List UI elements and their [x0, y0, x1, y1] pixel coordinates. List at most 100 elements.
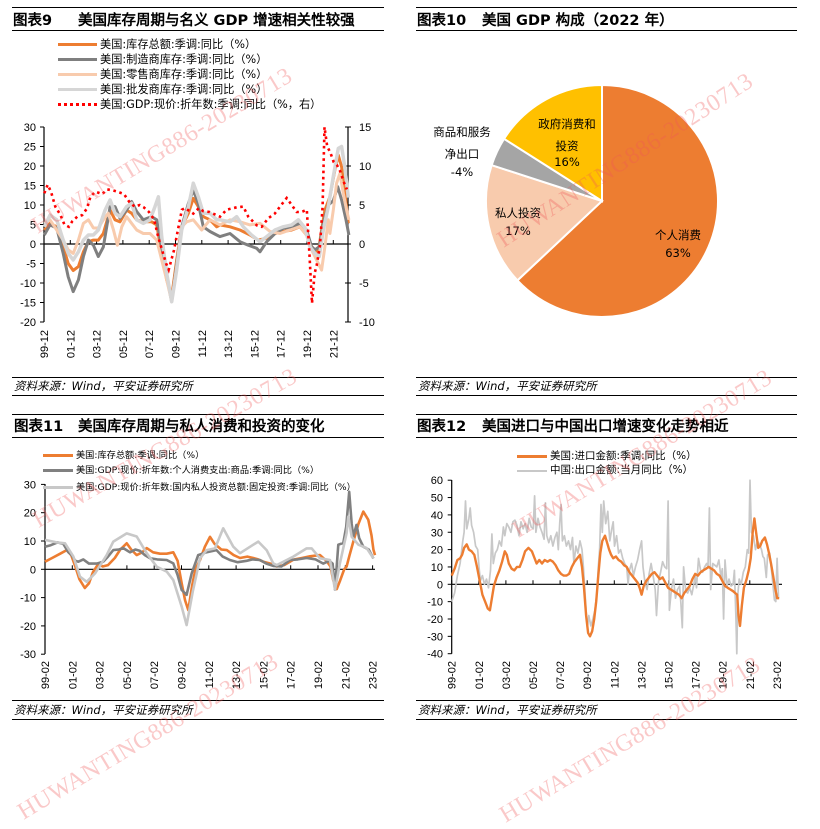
y-tick-label: 15 — [24, 181, 36, 193]
x-tick-label: 07-02 — [149, 661, 161, 689]
source-note: 资料来源：Wind，平安证券研究所 — [418, 703, 597, 717]
pie-slices — [485, 83, 719, 318]
title-rule-top — [416, 7, 797, 8]
legend-swatch — [517, 469, 547, 472]
y-tick-label: 40 — [431, 510, 443, 522]
legend-item-fixed-investment: 美国:GDP:现价:折年数:国内私人投资总额:固定投资:季调:同比（%） — [43, 481, 356, 494]
pie-label: 政府消费和 — [538, 117, 596, 131]
x-tick-label: 11-02 — [609, 661, 621, 688]
legend-label: 美国:GDP:现价:折年数:季调:同比（%，右） — [100, 98, 322, 111]
y-tick-label: -15 — [20, 298, 36, 310]
legend-item-nominal-gdp: 美国:GDP:现价:折年数:季调:同比（%，右） — [58, 98, 321, 111]
y-tick-label: 25 — [24, 142, 36, 154]
x-tick-label: 09-02 — [582, 661, 594, 689]
x-tick-label: 15-02 — [258, 661, 270, 689]
y-tick-label: -20 — [20, 621, 36, 633]
y-tick-label: -20 — [427, 614, 443, 626]
y-tick-label: 30 — [24, 122, 36, 134]
pie-value-label: -4% — [451, 165, 473, 179]
title-rule-top — [12, 414, 384, 415]
y-tick-label: -5 — [26, 259, 36, 271]
series-line-wholesale-inventory — [42, 144, 351, 304]
source-rule-top — [416, 700, 797, 701]
series-line-nominal-gdp — [43, 126, 349, 304]
legend-item-manufacturer-inventory: 美国:制造商库存:季调:同比（%） — [58, 53, 267, 66]
x-tick-label: 13-02 — [636, 661, 648, 689]
x-tick-label: 99-02 — [40, 661, 52, 689]
x-tick-label: 99-02 — [447, 661, 459, 689]
x-tick-label: 17-02 — [691, 661, 703, 689]
legend-item-us-imports: 美国:进口金额:季调:同比（%） — [517, 450, 697, 463]
legend-swatch — [517, 455, 547, 458]
y-tick-label: 10 — [24, 536, 36, 548]
x-tick-label: 05-02 — [528, 661, 540, 689]
legend-label: 美国:零售商库存:季调:同比（%） — [100, 68, 268, 81]
y-tick-label: 10 — [431, 562, 443, 574]
y-tick-label: -30 — [20, 649, 36, 661]
source-rule-bottom — [12, 395, 384, 396]
x-tick-label: 21-02 — [745, 661, 757, 689]
pie-slice-private-investment — [485, 163, 604, 282]
legend-label: 中国:出口金额:当月同比（%） — [550, 464, 694, 476]
legend-swatch — [43, 469, 73, 472]
x-tick-label: 01-02 — [67, 661, 79, 689]
y-right-tick-label: 10 — [359, 161, 371, 173]
legend-item-total-inventory: 美国:库存总额:季调:同比（%） — [58, 38, 256, 51]
title-rule-top — [12, 7, 384, 8]
x-tick-label: 13-12 — [223, 330, 235, 358]
legend-item-total-inventory: 美国:库存总额:季调:同比（%） — [43, 449, 204, 462]
figure-number: 图表10 — [417, 13, 467, 29]
x-tick-label: 03-12 — [92, 330, 104, 358]
x-tick-label: 17-02 — [286, 661, 298, 689]
x-tick-label: 11-02 — [204, 661, 216, 688]
series-line-total-inventory — [44, 510, 377, 612]
x-tick-label: 01-02 — [474, 661, 486, 689]
y-right-tick-label: -5 — [359, 278, 369, 290]
series-group — [450, 479, 780, 655]
pie-label: 商品和服务 — [433, 125, 491, 139]
figure-number: 图表11 — [14, 419, 64, 435]
title-rule-top — [416, 414, 797, 415]
y-tick-label: -10 — [20, 593, 36, 605]
figure-title: 美国进口与中国出口增速变化走势相近 — [482, 419, 729, 435]
pie-value-label: 17% — [505, 224, 531, 238]
source-note: 资料来源：Wind，平安证券研究所 — [14, 703, 193, 717]
title-rule-bottom — [12, 30, 384, 31]
x-tick-label: 15-02 — [664, 661, 676, 689]
y-tick-label: 0 — [30, 564, 36, 576]
pie-slice-personal-consumption — [516, 83, 719, 318]
x-tick-label: 03-02 — [95, 661, 107, 689]
legend-item-wholesale-inventory: 美国:批发商库存:季调:同比（%） — [58, 83, 267, 96]
source-note: 资料来源：Wind，平安证券研究所 — [14, 379, 193, 393]
y-tick-label: 30 — [431, 527, 443, 539]
legend-swatch — [58, 73, 97, 76]
x-tick-label: 11-12 — [197, 330, 209, 357]
y-tick-label: 20 — [24, 508, 36, 520]
legend-swatch — [58, 58, 97, 61]
y-tick-label: -30 — [427, 631, 443, 643]
source-note: 资料来源：Wind，平安证券研究所 — [418, 379, 597, 393]
y-tick-label: 30 — [24, 479, 36, 491]
legend-label: 美国:制造商库存:季调:同比（%） — [100, 53, 268, 66]
y-tick-label: -20 — [20, 317, 36, 329]
x-tick-label: 05-02 — [122, 661, 134, 689]
y-tick-label: 20 — [431, 545, 443, 557]
pie-slice-government — [502, 83, 603, 203]
legend-swatch — [58, 43, 97, 46]
x-tick-label: 99-12 — [39, 330, 51, 358]
y-tick-label: 60 — [431, 475, 443, 487]
series-line-us-imports — [450, 517, 780, 638]
legend-label: 美国:GDP:现价:折年数:国内私人投资总额:固定投资:季调:同比（%） — [76, 482, 356, 493]
pie-value-label: 16% — [554, 155, 580, 169]
title-rule-bottom — [12, 437, 384, 438]
legend-label: 美国:进口金额:季调:同比（%） — [550, 450, 697, 462]
figure-title: 美国 GDP 构成（2022 年） — [482, 13, 674, 29]
x-tick-label: 23-02 — [772, 661, 784, 689]
y-right-tick-label: 15 — [359, 122, 371, 134]
y-right-tick-label: 0 — [359, 239, 365, 251]
x-tick-label: 23-02 — [368, 661, 380, 689]
x-tick-label: 21-02 — [340, 661, 352, 689]
title-rule-bottom — [416, 437, 797, 438]
series-line-pce-goods — [44, 490, 375, 597]
